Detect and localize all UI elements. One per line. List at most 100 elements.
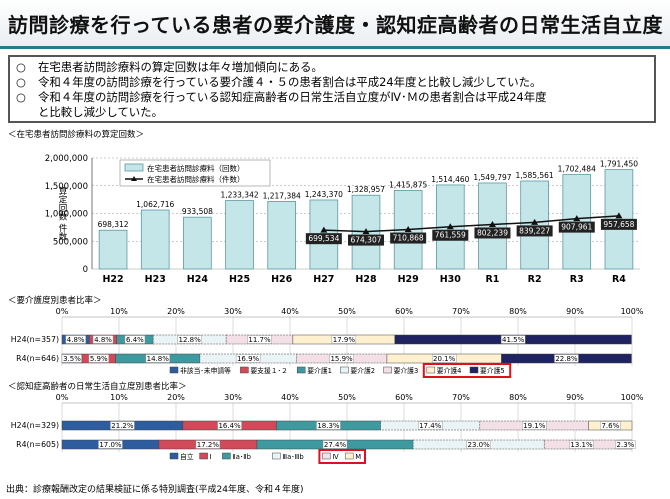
- legend-swatch: [222, 452, 231, 460]
- legend-swatch: [322, 452, 331, 460]
- source-note: 出典：診療報酬改定の結果検証に係る特別調査(平成24年度、令和４年度): [6, 485, 304, 495]
- legend-box: [119, 159, 271, 187]
- legend-highlight-box: [318, 449, 366, 464]
- bar-value-label: 1,702,484: [558, 165, 596, 174]
- summary-item-continued: と比較し減少していた。: [16, 105, 648, 120]
- legend-swatch: [199, 452, 208, 460]
- chart-legend: 自立 Ⅰ Ⅱa･Ⅱb Ⅲa･Ⅲb Ⅳ M: [169, 449, 366, 464]
- line-value-label: 957,658: [603, 220, 634, 229]
- bar: [98, 229, 128, 270]
- summary-box: ○ 在宅患者訪問診療料の算定回数は年々増加傾向にある。 ○ 令和４年度の訪問診療を行…: [8, 55, 656, 123]
- care-level-chart: 0% 10% 20% 30% 40% 50% 60% 70% 80% 90% 100% H24(n=3…: [11, 307, 644, 378]
- summary-text: 令和４年度の訪問診療を行っている認知症高齢者の日常生活自立度がⅣ･Ｍの患者割合は…: [38, 90, 547, 104]
- x-tick-label: 70%: [452, 307, 470, 316]
- segment-value-label: 17.4%: [419, 422, 442, 430]
- line-point-marker: [362, 228, 370, 235]
- line-value-label: 674,307: [350, 236, 381, 245]
- chart-legend: 非該当･未申請等 要支援１･２ 要介護1 要介護2 要介護3 要介護4 要介護5: [169, 363, 512, 378]
- dementia-level-chart: 0% 10% 20% 30% 40% 50% 60% 70% 80% 90% 100% H24(n=3…: [11, 393, 644, 464]
- section-title-care-level: ＜要介護度別患者比率＞: [8, 296, 102, 306]
- row-label: R4(n=646): [16, 354, 59, 363]
- bar: [183, 216, 212, 270]
- x-tick-label: 0%: [56, 307, 69, 316]
- segment-label-bg: [500, 335, 526, 344]
- segment-label-bg: [316, 421, 341, 430]
- segment-value-label: 12.8%: [179, 336, 202, 344]
- x-tick-label: 60%: [395, 307, 413, 316]
- x-tick-label: H23: [145, 274, 166, 285]
- x-tick-label: 30%: [224, 307, 242, 316]
- x-tick-label: 40%: [281, 393, 299, 402]
- segment-value-label: 17.0%: [99, 441, 122, 449]
- line-value-label: 802,239: [477, 228, 508, 237]
- bar-value-label: 698,312: [98, 220, 129, 229]
- chart-legend: 在宅患者訪問診療料（回数）在宅患者訪問診療料（件数）: [119, 159, 271, 187]
- line-value-label: 839,227: [519, 226, 550, 235]
- line-point-marker: [446, 223, 454, 230]
- x-tick-label: 10%: [110, 393, 128, 402]
- segment-label-bg: [522, 421, 547, 430]
- x-tick-label: 60%: [395, 393, 413, 402]
- visit-count-chart: 0 500,000 1,000,000 1,500,000 2,000,000 算定回数 …: [45, 154, 640, 285]
- row-label: H24(n=329): [11, 421, 59, 430]
- bar-value-label: 1,233,342: [220, 191, 258, 200]
- y-axis-label: 算定回数 件数: [57, 186, 67, 241]
- segment-value-label: 18.3%: [317, 422, 340, 430]
- x-tick-label: H26: [271, 274, 293, 285]
- y-tick-label: 0: [83, 265, 88, 275]
- x-tick-label: 40%: [281, 307, 299, 316]
- x-tick-label: R4: [612, 274, 626, 285]
- segment-value-label: 4.8%: [94, 336, 112, 344]
- legend-swatch: [426, 366, 436, 374]
- bar-value-label: 933,508: [182, 207, 213, 216]
- bar: [140, 209, 170, 270]
- line-value-label: 907,961: [561, 223, 592, 232]
- bar: [520, 180, 549, 270]
- segment-label-bg: [98, 440, 123, 449]
- bar-value-label: 1,549,797: [473, 173, 511, 182]
- legend-label: 在宅患者訪問診療料（回数）: [147, 163, 245, 173]
- title-banner: 訪問診療を行っている患者の要介護度・認知症高齢者の日常生活自立度: [0, 0, 670, 49]
- legend-label: Ⅳ: [332, 453, 339, 461]
- line-point-marker: [488, 220, 496, 227]
- segment-value-label: 17.2%: [197, 441, 220, 449]
- circle-bullet-icon: ○: [16, 90, 26, 104]
- bar: [225, 200, 254, 270]
- summary-item: ○ 令和４年度の訪問診療を行っている認知症高齢者の日常生活自立度がⅣ･Ｍの患者割合…: [16, 90, 648, 105]
- line-value-label: 699,534: [308, 234, 339, 243]
- legend-label: 要介護1: [307, 366, 332, 375]
- segment-value-label: 23.0%: [468, 441, 491, 449]
- x-tick-label: 20%: [167, 393, 185, 402]
- segment-value-label: 17.9%: [333, 336, 356, 344]
- segment-label-bg: [600, 421, 621, 430]
- legend-label: M: [355, 453, 361, 461]
- legend-swatch-marker: [131, 176, 137, 181]
- line-series: [323, 215, 619, 233]
- line-value-label-bg: [600, 218, 637, 230]
- x-tick-label: 50%: [338, 393, 356, 402]
- legend-label: 要介護3: [394, 366, 419, 375]
- bar-value-label: 1,217,384: [263, 191, 301, 200]
- bar-value-label: 1,328,957: [347, 185, 385, 194]
- segment-value-label: 21.2%: [111, 422, 134, 430]
- line-value-label: 761,559: [435, 231, 466, 240]
- segment-value-label: 16.9%: [237, 355, 260, 363]
- legend-swatch: [296, 366, 306, 374]
- line-point-marker: [573, 215, 581, 222]
- segment-label-bg: [569, 440, 594, 449]
- segment-value-label: 15.9%: [330, 355, 353, 363]
- section-title-visits: ＜在宅患者訪問診療料の算定回数＞: [8, 130, 145, 140]
- line-value-label-bg: [432, 229, 469, 241]
- x-tick-label: H29: [398, 274, 419, 285]
- segment-label-bg: [92, 335, 114, 344]
- line-value-label-bg: [348, 234, 384, 246]
- x-tick-label: H24: [187, 274, 209, 285]
- summary-text: と比較し減少していた。: [38, 105, 163, 119]
- segment-label-bg: [418, 421, 443, 430]
- segment-value-label: 41.5%: [502, 336, 525, 344]
- x-tick-label: 30%: [224, 393, 242, 402]
- x-tick-label: H30: [440, 274, 462, 285]
- x-tick-label: 100%: [621, 393, 644, 402]
- summary-item: ○ 令和４年度の訪問診療を行っている要介護４・５の患者割合は平成24年度と比較し減…: [16, 75, 648, 90]
- bar-value-label: 1,415,875: [389, 180, 427, 189]
